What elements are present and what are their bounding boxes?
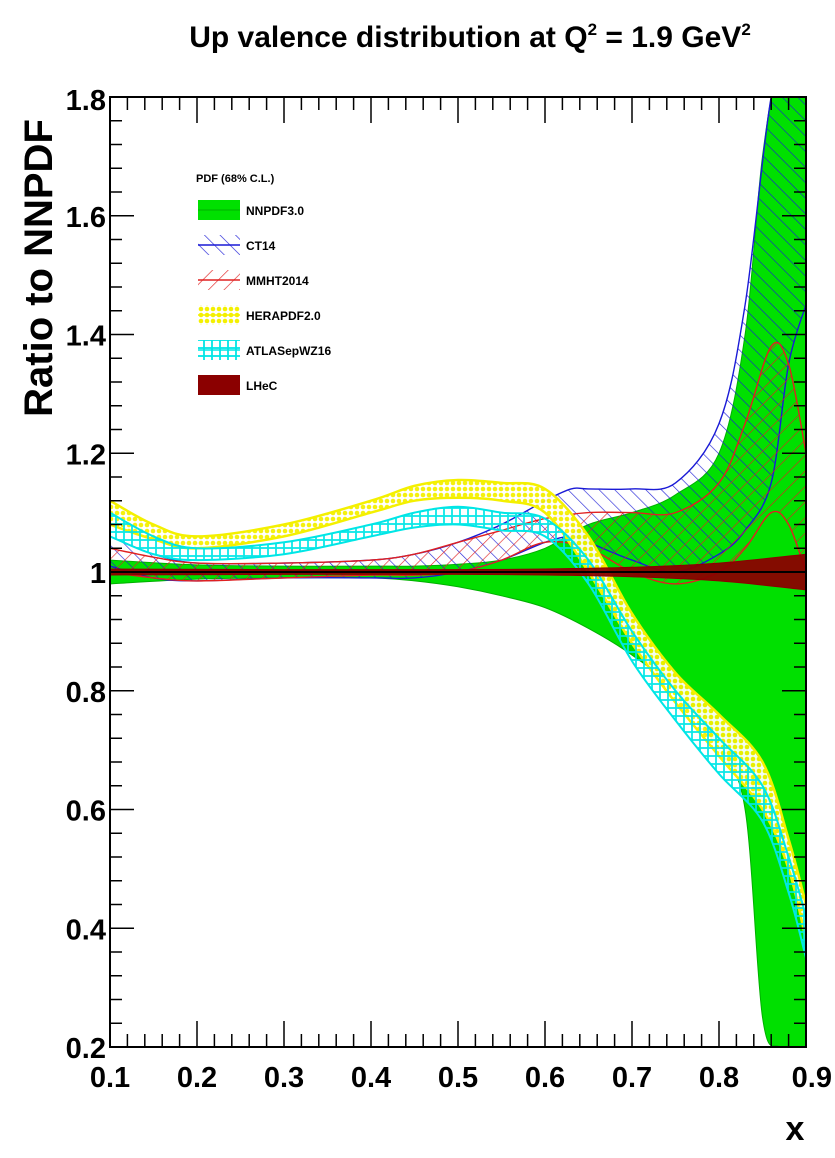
band-upper-edge-lhec [110, 553, 806, 571]
legend-title: PDF (68% C.L.) [196, 173, 275, 185]
chart-title: Up valence distribution at Q2 = 1.9 GeV2 [189, 20, 751, 54]
legend-item-herapdf2-0: HERAPDF2.0 [198, 305, 321, 325]
legend-label: ATLASepWZ16 [246, 344, 331, 358]
legend-label: LHeC [246, 379, 278, 393]
legend: PDF (68% C.L.) NNPDF3.0 CT14 MMHT2014 HERAP… [196, 173, 331, 395]
band-upper-edge-atlasepwz16 [110, 505, 806, 917]
band-lower-edge-atlasepwz16 [110, 523, 806, 959]
legend-item-ct14: CT14 [198, 235, 276, 255]
band-lower-edge-lhec [110, 573, 806, 591]
chart-title-sup2: 2 [741, 20, 750, 39]
x-tick-label: 0.3 [264, 1062, 304, 1094]
chart-title-sup1: 2 [588, 20, 597, 39]
legend-item-nnpdf3-0: NNPDF3.0 [198, 200, 304, 220]
x-tick-label: 0.4 [351, 1062, 391, 1094]
legend-label: MMHT2014 [246, 274, 309, 288]
band-mmht2014 [110, 342, 806, 584]
x-tick-label: 0.6 [525, 1062, 565, 1094]
x-axis-title: x [786, 1110, 805, 1148]
x-tick-label: 0.1 [90, 1062, 130, 1094]
x-tick-label: 0.8 [699, 1062, 739, 1094]
y-axis-title: Ratio to NNPDF [17, 119, 61, 417]
y-tick-label: 0.4 [66, 914, 106, 946]
y-tick-label: 0.6 [66, 796, 106, 828]
y-tick-label: 1.6 [66, 202, 106, 234]
band-upper-edge-herapdf2-0 [110, 478, 806, 905]
x-tick-label: 0.2 [177, 1062, 217, 1094]
legend-item-atlasepwz16: ATLASepWZ16 [198, 340, 331, 360]
chart-title-mid: = 1.9 GeV [597, 21, 741, 54]
series-atlasepwz16 [110, 505, 806, 959]
y-tick-label: 1 [90, 558, 106, 590]
y-tick-label: 0.8 [66, 677, 106, 709]
x-tick-label: 0.5 [438, 1062, 478, 1094]
legend-item-lhec: LHeC [198, 375, 278, 395]
band-atlasepwz16 [110, 506, 806, 958]
legend-label: HERAPDF2.0 [246, 309, 321, 323]
band-lower-edge-mmht2014 [110, 510, 806, 585]
x-tick-label: 0.7 [612, 1062, 652, 1094]
x-tick-label: 0.9 [792, 1062, 832, 1094]
legend-label: NNPDF3.0 [246, 204, 304, 218]
chart-title-main: Up valence distribution at Q [189, 21, 587, 54]
y-tick-label: 1.2 [66, 439, 106, 471]
legend-label: CT14 [246, 239, 276, 253]
tick-labels-layer: 0.1 0.2 0.3 0.4 0.5 0.6 0.7 0.8 0.90.20.40.60.81… [66, 85, 832, 1094]
axes-layer [109, 96, 807, 1048]
y-tick-label: 1.4 [66, 321, 106, 353]
y-tick-label: 0.2 [66, 1033, 106, 1065]
legend-item-mmht2014: MMHT2014 [198, 270, 309, 290]
y-tick-label: 1.8 [66, 85, 106, 117]
